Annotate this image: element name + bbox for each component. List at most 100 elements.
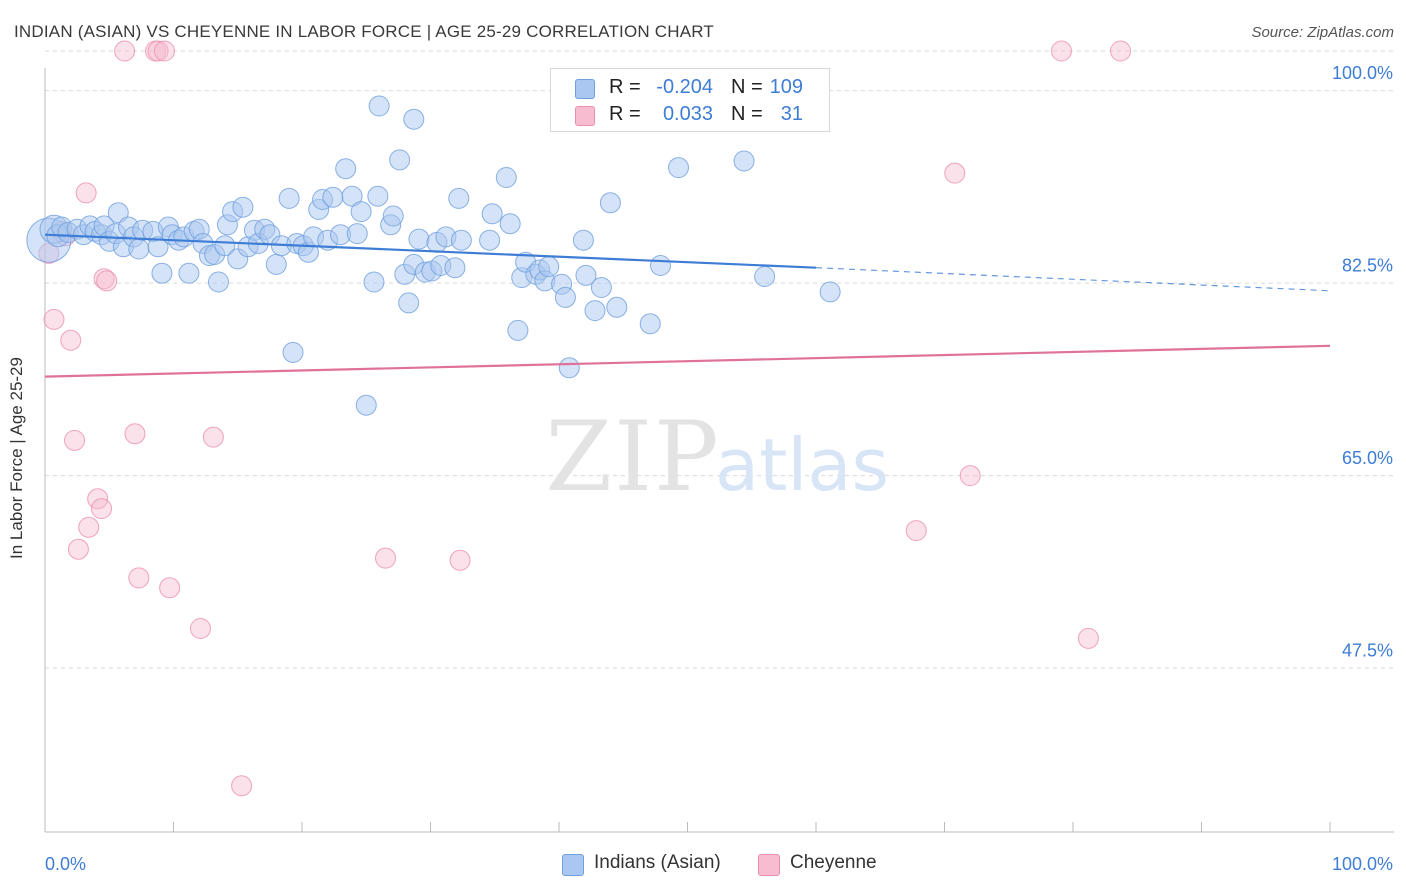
indians-asian-point [368, 95, 390, 117]
indians-asian-point [507, 319, 529, 341]
indians-asian-point [350, 201, 372, 223]
cheyenne-trend-line [44, 344, 1331, 378]
cheyenne-point [67, 538, 89, 560]
indians-asian-trend-extension [815, 267, 1331, 292]
indians-asian-point [554, 286, 576, 308]
r-value: -0.204 [656, 76, 713, 98]
indians-asian-point [363, 271, 385, 293]
cheyenne-point [159, 577, 181, 599]
indians-asian-point [382, 205, 404, 227]
indians-asian-point [538, 256, 560, 278]
indians-asian-legend-swatch [562, 854, 584, 876]
indians-asian-swatch [575, 79, 595, 99]
cheyenne-point [1110, 40, 1132, 62]
cheyenne-point [905, 520, 927, 542]
cheyenne-point [96, 270, 118, 292]
r-label: R = [609, 76, 641, 98]
indians-asian-point [590, 277, 612, 298]
indians-asian-point [606, 296, 628, 318]
cheyenne-point [959, 465, 981, 487]
cheyenne-point [202, 426, 224, 448]
indians-asian-point [650, 255, 672, 276]
indians-asian-point [128, 238, 150, 260]
indians-asian-point [639, 313, 661, 335]
trend-lines [44, 233, 1331, 378]
indians-asian-point [575, 264, 597, 286]
r-label: R = [609, 103, 641, 125]
indians-asian-point [481, 203, 503, 225]
cheyenne-points [38, 40, 1132, 797]
tick-labels: 100.0% 82.5% 65.0% 47.5% 0.0% 100.0% [45, 63, 1393, 874]
cheyenne-point [154, 40, 176, 62]
legend-label: Indians (Asian) [594, 852, 721, 873]
indians-asian-point [450, 229, 472, 251]
cheyenne-swatch [575, 106, 595, 126]
indians-asian-point [448, 187, 470, 209]
indians-asian-point [398, 292, 420, 314]
y-tick-label: 65.0% [1342, 448, 1393, 468]
indians-asian-point [444, 257, 466, 279]
cheyenne-point [124, 423, 146, 445]
axes [44, 68, 1394, 833]
x-tick-label: 100.0% [1332, 854, 1393, 874]
cheyenne-point [189, 618, 211, 639]
indians-asian-point [558, 357, 580, 379]
indians-asian-point [232, 196, 254, 218]
indians-asian-point [147, 236, 169, 258]
n-value: 109 [769, 76, 803, 98]
indians-asian-point [367, 185, 389, 207]
cheyenne-point [128, 567, 150, 589]
indians-asian-point [214, 235, 236, 257]
indians-asian-point [178, 262, 200, 284]
y-axis-label: In Labor Force | Age 25-29 [7, 357, 26, 559]
cheyenne-point [375, 547, 397, 569]
cheyenne-point [78, 516, 100, 538]
indians-asian-point [346, 223, 368, 245]
watermark: ZIP atlas [545, 401, 889, 513]
cheyenne-point [75, 182, 97, 204]
indians-asian-point [599, 192, 621, 214]
indians-asian-point [754, 266, 776, 287]
r-value: 0.033 [662, 103, 713, 125]
cheyenne-point [91, 498, 113, 520]
y-tick-label: 47.5% [1342, 641, 1393, 661]
legend-label: Cheyenne [790, 852, 877, 873]
indians-asian-point [151, 262, 173, 284]
series-legend: Indians (Asian) Cheyenne [0, 852, 1406, 878]
indians-asian-point [335, 158, 357, 180]
indians-asian-point [819, 281, 841, 303]
source-attribution: Source: ZipAtlas.com [1251, 24, 1394, 41]
cheyenne-point [1050, 40, 1072, 62]
indians-asian-point [107, 202, 129, 224]
cheyenne-legend-swatch [758, 854, 780, 876]
y-tick-label: 82.5% [1342, 256, 1393, 276]
indians-asian-point [584, 300, 606, 322]
indians-asian-point [733, 150, 755, 172]
watermark-atlas: atlas [715, 423, 889, 507]
n-value: 31 [780, 103, 803, 125]
indians-asian-point [668, 157, 690, 179]
n-label: N = [731, 76, 763, 98]
indians-asian-point [479, 229, 501, 251]
cheyenne-point [1077, 627, 1099, 649]
cheyenne-point [449, 549, 471, 571]
cheyenne-point [64, 429, 86, 451]
watermark-zip: ZIP [545, 401, 720, 513]
indians-asian-point [499, 213, 521, 235]
indians-asian-point [403, 108, 425, 130]
cheyenne-point [43, 308, 65, 330]
indians-asian-point [265, 253, 287, 275]
x-tick-label: 0.0% [45, 854, 86, 874]
indians-asian-point [389, 149, 411, 171]
cheyenne-point [944, 162, 966, 184]
n-label: N = [731, 103, 763, 125]
cheyenne-point [114, 40, 136, 62]
chart-title: INDIAN (ASIAN) VS CHEYENNE IN LABOR FORC… [14, 22, 715, 41]
indians-asian-point [355, 394, 377, 416]
indians-asian-point [278, 187, 300, 209]
indians-asian-point [408, 228, 430, 250]
indians-asian-trend-line [44, 233, 817, 269]
indians-asian-point [282, 341, 304, 363]
y-tick-label: 100.0% [1332, 63, 1393, 83]
